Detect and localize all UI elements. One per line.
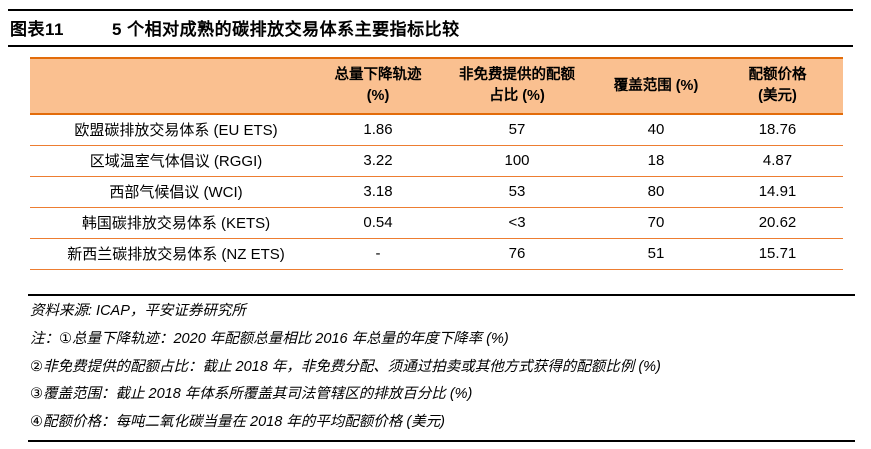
table-header: 总量下降轨迹(%) 非免费提供的配额 占比 (%) 覆盖范围 (%) 配额价格 …	[30, 57, 843, 115]
table-body: 欧盟碳排放交易体系 (EU ETS) 1.86 57 40 18.76 区域温室…	[30, 114, 843, 270]
row-name: 欧盟碳排放交易体系 (EU ETS)	[30, 114, 322, 146]
header-cell-coverage: 覆盖范围 (%)	[600, 57, 712, 115]
row-name: 新西兰碳排放交易体系 (NZ ETS)	[30, 238, 322, 270]
note-price-definition: ④配额价格：每吨二氧化碳当量在 2018 年的平均配额价格 (美元)	[30, 414, 445, 431]
cell-price: 4.87	[712, 145, 843, 177]
header-text: (美元)	[758, 88, 797, 104]
header-cell-decline: 总量下降轨迹(%)	[322, 57, 434, 115]
cell-price: 15.71	[712, 238, 843, 270]
header-text: 非免费提供的配额	[459, 67, 575, 83]
exhibit-title: 5 个相对成熟的碳排放交易体系主要指标比较	[111, 20, 460, 39]
cell-decline: 0.54	[322, 207, 434, 239]
cell-nonfree: 57	[434, 114, 600, 146]
cell-price: 20.62	[712, 207, 843, 239]
cell-decline: 3.18	[322, 176, 434, 208]
cell-coverage: 80	[600, 176, 712, 208]
footer-notes-block: 资料来源: ICAP，平安证券研究所 注：①总量下降轨迹：2020 年配额总量相…	[28, 294, 855, 442]
cell-nonfree: <3	[434, 207, 600, 239]
cell-coverage: 40	[600, 114, 712, 146]
header-cell-nonfree: 非免费提供的配额 占比 (%)	[434, 57, 600, 115]
cell-coverage: 51	[600, 238, 712, 270]
header-text: 配额价格	[748, 67, 807, 83]
cell-price: 14.91	[712, 176, 843, 208]
header-text: 总量下降轨迹(%)	[334, 67, 422, 104]
note-coverage-definition: ③覆盖范围：截止 2018 年体系所覆盖其司法管辖区的排放百分比 (%)	[30, 386, 473, 403]
cell-decline: 1.86	[322, 114, 434, 146]
table-header-row: 总量下降轨迹(%) 非免费提供的配额 占比 (%) 覆盖范围 (%) 配额价格 …	[30, 57, 843, 115]
note-decline-definition: 注：①总量下降轨迹：2020 年配额总量相比 2016 年总量的年度下降率 (%…	[30, 330, 509, 347]
table-row-nz-ets: 新西兰碳排放交易体系 (NZ ETS) - 76 51 15.71	[30, 238, 843, 270]
cell-price: 18.76	[712, 114, 843, 146]
header-text: 占比 (%)	[489, 88, 545, 104]
cell-decline: 3.22	[322, 145, 434, 177]
cell-nonfree: 100	[434, 145, 600, 177]
row-name: 区域温室气体倡议 (RGGI)	[30, 145, 322, 177]
row-name: 韩国碳排放交易体系 (KETS)	[30, 207, 322, 239]
row-name: 西部气候倡议 (WCI)	[30, 176, 322, 208]
table-row-wci: 西部气候倡议 (WCI) 3.18 53 80 14.91	[30, 176, 843, 208]
exhibit-title-band: 图表11 5 个相对成熟的碳排放交易体系主要指标比较	[8, 9, 853, 47]
exhibit-label: 图表11	[10, 20, 64, 39]
cell-coverage: 18	[600, 145, 712, 177]
header-cell-price: 配额价格 (美元)	[712, 57, 843, 115]
cell-decline: -	[322, 238, 434, 270]
note-nonfree-definition: ②非免费提供的配额占比：截止 2018 年，非免费分配、须通过拍卖或其他方式获得…	[30, 358, 661, 375]
table-row-kets: 韩国碳排放交易体系 (KETS) 0.54 <3 70 20.62	[30, 207, 843, 239]
cell-nonfree: 76	[434, 238, 600, 270]
source-note: 资料来源: ICAP，平安证券研究所	[30, 303, 246, 319]
table-row-eu-ets: 欧盟碳排放交易体系 (EU ETS) 1.86 57 40 18.76	[30, 114, 843, 146]
table-row-rggi: 区域温室气体倡议 (RGGI) 3.22 100 18 4.87	[30, 145, 843, 177]
header-cell-system	[30, 57, 322, 115]
header-text: 覆盖范围 (%)	[613, 77, 699, 94]
cell-coverage: 70	[600, 207, 712, 239]
ets-comparison-table: 总量下降轨迹(%) 非免费提供的配额 占比 (%) 覆盖范围 (%) 配额价格 …	[30, 57, 843, 270]
cell-nonfree: 53	[434, 176, 600, 208]
